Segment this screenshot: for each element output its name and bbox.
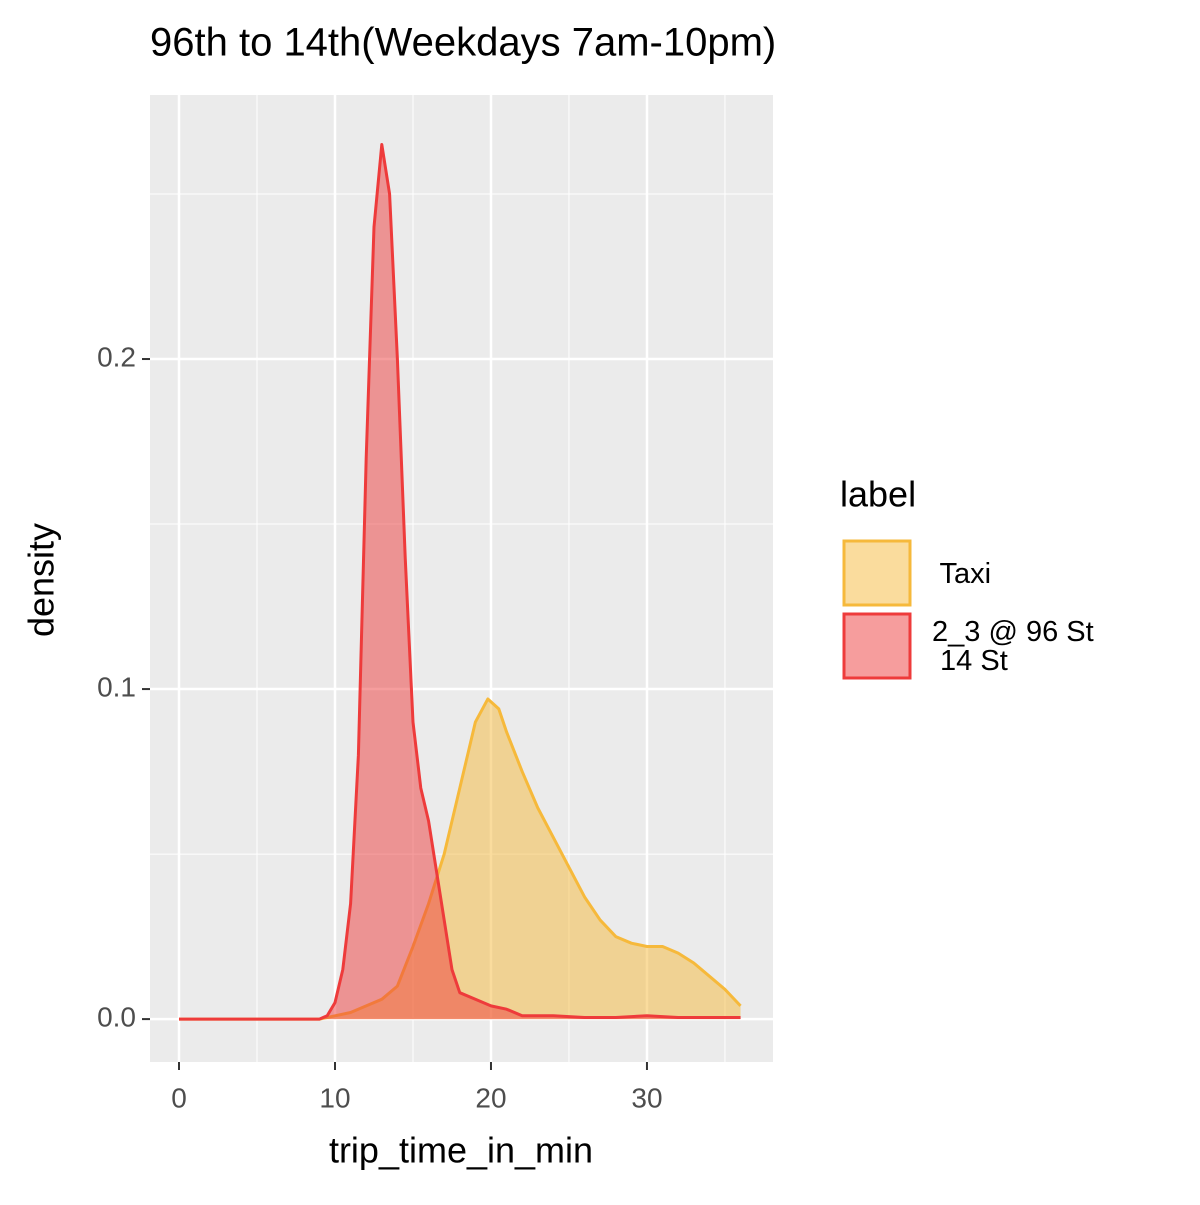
density-line [179, 143, 741, 1021]
y-tick-label: 0.0 [97, 1001, 136, 1032]
chart-title: 96th to 14th(Weekdays 7am-10pm) [150, 21, 776, 65]
y-axis-label: density [21, 523, 62, 637]
x-tick-label: 30 [631, 1082, 662, 1113]
y-tick-label: 0.1 [97, 671, 136, 702]
x-tick-label: 0 [171, 1082, 187, 1113]
x-tick-label: 10 [319, 1082, 350, 1113]
legend-key [842, 612, 912, 680]
x-tick-label: 20 [475, 1082, 506, 1113]
density-area [179, 698, 741, 1020]
legend-label: Taxi [932, 557, 992, 590]
y-tick-label: 0.2 [97, 341, 136, 372]
legend-title: label [840, 474, 916, 515]
x-axis-label: trip_time_in_min [329, 1130, 593, 1171]
legend-label: 2_3 @ 96 St 14 St [932, 616, 1094, 677]
legend-key [842, 539, 912, 607]
